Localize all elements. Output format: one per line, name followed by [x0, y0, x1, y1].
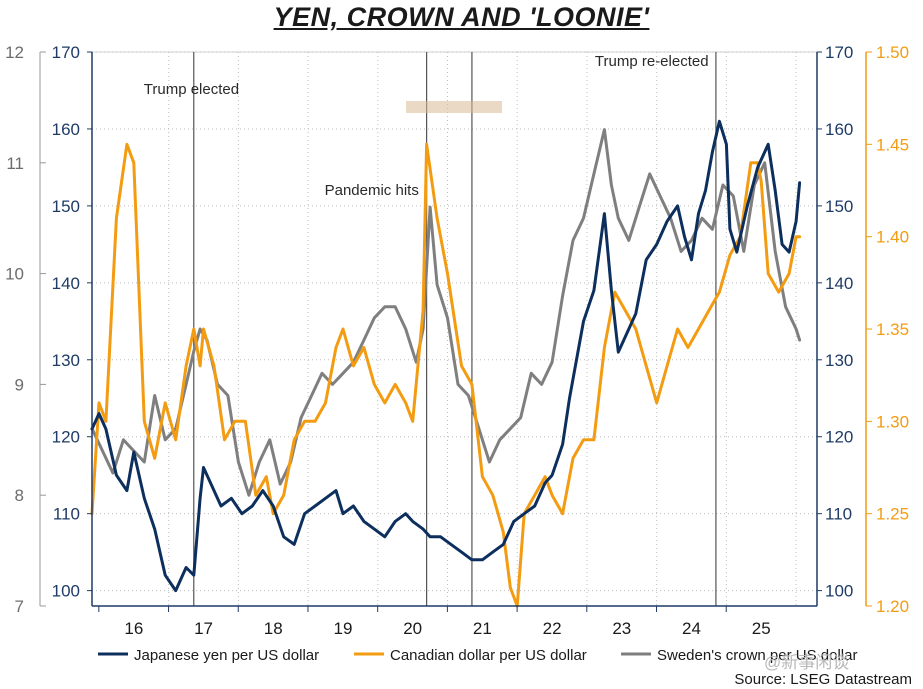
yen-right-tick-label: 120 [825, 428, 853, 447]
chart-title: YEN, CROWN AND 'LOONIE' [273, 2, 650, 32]
x-tick-label: 22 [543, 619, 562, 638]
yen-right-tick-label: 160 [825, 120, 853, 139]
watermark: @新事闲谈 [764, 653, 849, 672]
yen-left-tick-label: 120 [52, 428, 80, 447]
legend-label-sek: Sweden's crown per US dollar [657, 647, 857, 664]
series-line-cad [90, 142, 802, 608]
sek-tick-label: 9 [15, 375, 24, 394]
x-tick-label: 20 [403, 619, 422, 638]
cad-tick-label: 1.40 [876, 228, 909, 247]
sek-tick-label: 10 [5, 265, 24, 284]
yen-left-tick-label: 130 [52, 351, 80, 370]
grid [91, 51, 818, 607]
yen-left-tick-label: 150 [52, 197, 80, 216]
series-group [90, 119, 802, 608]
legend-label-cad: Canadian dollar per US dollar [390, 647, 587, 664]
event-label: Pandemic hits [325, 182, 419, 199]
cad-tick-label: 1.20 [876, 597, 909, 616]
event-label: Trump re-elected [595, 53, 709, 70]
cad-tick-label: 1.35 [876, 320, 909, 339]
yen-left-tick-label: 140 [52, 274, 80, 293]
x-tick-label: 25 [752, 619, 771, 638]
yen-right-tick-label: 150 [825, 197, 853, 216]
yen-left-tick-label: 100 [52, 582, 80, 601]
yen-left-tick-label: 160 [52, 120, 80, 139]
cad-tick-label: 1.45 [876, 135, 909, 154]
redacted-label [406, 101, 502, 113]
yen-right-tick-label: 130 [825, 351, 853, 370]
x-tick-label: 17 [194, 619, 213, 638]
x-tick-label: 18 [264, 619, 283, 638]
cad-tick-label: 1.25 [876, 505, 909, 524]
x-tick-label: 16 [124, 619, 143, 638]
source-note: Source: LSEG Datastream [734, 671, 912, 688]
sek-tick-label: 8 [15, 486, 24, 505]
series-line-sek [90, 128, 802, 497]
x-tick-label: 19 [334, 619, 353, 638]
yen-right-tick-label: 100 [825, 582, 853, 601]
sek-tick-label: 12 [5, 43, 24, 62]
yen-left-tick-label: 170 [52, 43, 80, 62]
event-lines: Trump elected Pandemic hits Trump re-elect… [144, 52, 717, 606]
x-tick-label: 23 [612, 619, 631, 638]
axes: 7 8 9 10 11 12 100 110 120 130 140 150 160 170 100 110 1… [5, 43, 909, 638]
legend: Japanese yen per US dollar Canadian dolla… [98, 647, 857, 664]
yen-left-tick-label: 110 [53, 505, 80, 524]
x-tick-label: 24 [682, 619, 701, 638]
sek-tick-label: 7 [15, 597, 24, 616]
yen-right-tick-label: 170 [825, 43, 853, 62]
x-tick-label: 21 [473, 619, 492, 638]
yen-right-tick-label: 110 [825, 505, 852, 524]
yen-right-tick-label: 140 [825, 274, 853, 293]
series-line-yen [90, 119, 802, 593]
cad-tick-label: 1.30 [876, 412, 909, 431]
legend-label-yen: Japanese yen per US dollar [134, 647, 319, 664]
cad-tick-label: 1.50 [876, 43, 909, 62]
event-label: Trump elected [144, 81, 239, 98]
sek-tick-label: 11 [6, 154, 24, 173]
